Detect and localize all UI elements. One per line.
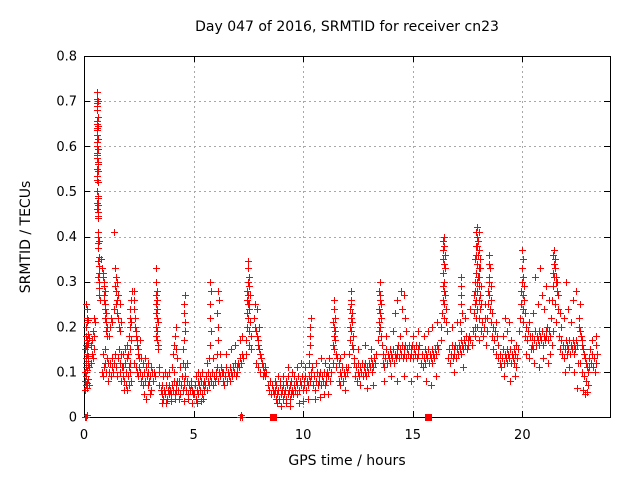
y-tick-label: 0.4: [56, 230, 77, 245]
y-axis-label: SRMTID / TECUs: [18, 180, 34, 294]
scatter-points: [82, 89, 601, 421]
chart-title: Day 047 of 2016, SRMTID for receiver cn2…: [195, 19, 499, 35]
x-tick-label: 20: [514, 428, 531, 443]
gap-marker: [270, 414, 277, 421]
x-tick-label: 0: [80, 428, 88, 443]
plot-frame: [84, 56, 611, 418]
grid-lines: [84, 56, 610, 417]
x-axis-label: GPS time / hours: [288, 453, 406, 469]
y-tick-label: 0.2: [56, 320, 77, 335]
x-tick-label: 15: [404, 428, 421, 443]
x-tick-label: 5: [189, 428, 197, 443]
y-tick-label: 0.8: [56, 50, 77, 65]
y-tick-label: 0.3: [56, 275, 77, 290]
y-tick-label: 0.1: [56, 365, 77, 380]
y-tick-label: 0.5: [56, 185, 77, 200]
x-tick-label: 10: [295, 428, 312, 443]
y-tick-label: 0.6: [56, 140, 77, 155]
gap-marker: [425, 414, 432, 421]
y-tick-label: 0: [69, 411, 77, 426]
y-tick-label: 0.7: [56, 95, 77, 110]
